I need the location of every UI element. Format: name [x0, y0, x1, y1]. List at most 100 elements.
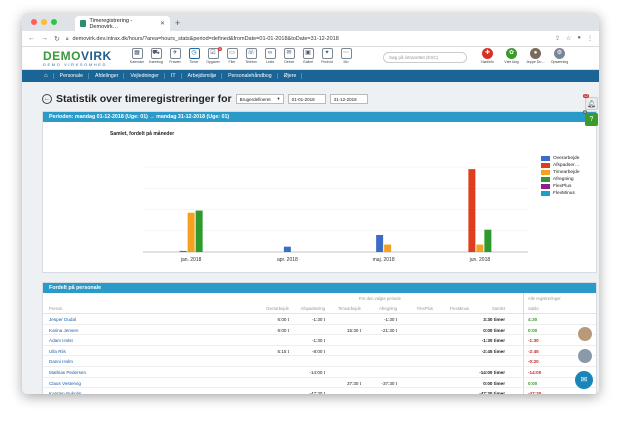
column-header[interactable]: Samlet [491, 306, 505, 311]
bar-timearbejde-3[interactable] [476, 244, 484, 252]
module-debat[interactable]: ✉ Debat [280, 48, 298, 64]
column-header[interactable]: Overarbejde [265, 306, 289, 311]
chevron-down-icon: ▾ [277, 96, 280, 101]
legend-swatch [541, 191, 550, 196]
logo[interactable]: DEMOVIRK DEMO VIRKSOMHED [43, 49, 112, 67]
bar-timearbejde-0[interactable] [187, 212, 195, 252]
profile-icon[interactable]: ● [577, 35, 581, 41]
column-header[interactable]: Timearbejde [337, 306, 361, 311]
chart-area: Samlet, fordelt på måneder jan. 2018 apr.… [43, 122, 596, 272]
legend-label: Afregning [553, 177, 574, 182]
person-link[interactable]: Ulla Riis [49, 348, 66, 354]
chart-legend: Overarbejde Afspadser… Timearbejde Afregnin… [541, 156, 579, 196]
person-link[interactable]: Karina Jensen [49, 327, 79, 333]
person-link[interactable]: Mathias Pedersen [49, 369, 87, 375]
legend-item[interactable]: Afspadser… [541, 163, 579, 168]
header-action-0[interactable]: ✚ Nødinfo [477, 48, 498, 64]
logo-text-a: DEMO [43, 49, 81, 63]
star-icon[interactable]: ☆ [565, 36, 572, 42]
close-tab-icon[interactable]: ✕ [159, 21, 165, 27]
legend-item[interactable]: FlexMinus [541, 191, 579, 196]
group-all-label: Alle registreringer [528, 296, 561, 301]
module-filer[interactable]: ▭ Filer [223, 48, 241, 64]
header-action-1[interactable]: ✿ Vær klog [501, 48, 522, 64]
bar-afregning-0[interactable] [195, 210, 203, 252]
nav-item-arbejdsmiljø[interactable]: Arbejdsmiljø [183, 73, 223, 79]
nav-item-personalehåndbog[interactable]: Personalehåndbog [223, 73, 278, 79]
main-nav: ⌂ Personale Afdelinger Vejledninger IT Arbej… [22, 70, 599, 82]
module-k-rebog[interactable]: ⛟ Kørebog [147, 48, 165, 64]
cell-ov: 6:00 t [277, 317, 290, 322]
column-header[interactable]: FlexMinus [449, 306, 469, 311]
legend-item[interactable]: Overarbejde [541, 156, 579, 161]
person-link[interactable]: Karsten Nykolm [49, 391, 82, 394]
module-links[interactable]: ∞ Links [261, 48, 279, 64]
period-select[interactable]: Brugerdefineret ▾ [235, 94, 284, 104]
nav-item-personale[interactable]: Personale [55, 73, 89, 79]
legend-item[interactable]: Afregning [541, 177, 579, 182]
bell-icon[interactable]: 🔔︎ [585, 97, 598, 110]
cell-ov: 6:00 t [277, 327, 290, 333]
chat-bubble-icon[interactable]: ✉ [575, 371, 593, 389]
person-link[interactable]: Claus Vestervig [49, 380, 81, 386]
legend-item[interactable]: Timearbejde [541, 170, 579, 175]
bar-afspadser-3[interactable] [468, 169, 476, 252]
header-action-2[interactable]: ● Jeppe Du… [525, 48, 546, 64]
person-link[interactable]: Adam Holst [49, 338, 73, 344]
column-header[interactable]: Saldo [528, 306, 539, 311]
to-date-input[interactable]: 31-12-2018 [329, 94, 368, 104]
legend-item[interactable]: FlexPlus [541, 184, 579, 189]
nav-item-vejledninger[interactable]: Vejledninger [125, 73, 165, 79]
module-kalender[interactable]: ▦ Kalender [128, 48, 146, 64]
menu-icon[interactable]: ⋮ [587, 36, 593, 42]
back-circle-icon[interactable]: ← [42, 94, 52, 104]
bar-overarbejde-2[interactable] [376, 235, 384, 252]
column-header[interactable]: FlexPlus [416, 306, 433, 311]
bar-overarbejde-0[interactable] [179, 250, 187, 252]
person-link[interactable]: Danni Holm [49, 359, 73, 365]
help-icon[interactable]: ? [585, 113, 598, 126]
bar-timearbejde-2[interactable] [384, 244, 392, 252]
saldo-value: -1:30 [528, 338, 539, 344]
module-mo[interactable]: ⋯ Mo [337, 48, 355, 64]
home-icon[interactable]: ⌂ [39, 73, 54, 79]
module-frav-r[interactable]: ✈ Fravær [166, 48, 184, 64]
nav-item-øjere[interactable]: Øjere [279, 73, 303, 79]
search-input[interactable]: Søg på intranettet (ESC) [383, 52, 467, 63]
saldo-value: -2:45 [528, 348, 539, 354]
module-opgaver[interactable]: ☑ Opgaver 4 [204, 47, 222, 64]
bar-overarbejde-1[interactable] [283, 246, 291, 252]
maximize-window-button[interactable] [51, 19, 57, 25]
table-body: Jesper Dudal 6:00 t -1:30 t -1:30 t 3:30 tim… [43, 314, 596, 394]
nav-item-afdelinger[interactable]: Afdelinger [90, 73, 125, 79]
close-window-button[interactable] [31, 19, 37, 25]
chart-panel: Perioden: mandag 01-12-2018 (Uge: 01) → … [42, 111, 597, 273]
back-arrow-icon[interactable]: ← [28, 35, 35, 42]
column-header[interactable]: Person [49, 306, 63, 311]
bar-afregning-3[interactable] [484, 229, 492, 252]
module-findvid[interactable]: ✦ Findvid [318, 48, 336, 64]
nav-item-it[interactable]: IT [166, 73, 182, 79]
new-tab-button[interactable]: + [175, 18, 181, 28]
legend-label: FlexPlus [553, 184, 572, 189]
person-link[interactable]: Jesper Dudal [49, 317, 77, 322]
cell-sum: 0:00 timer [483, 327, 505, 333]
share-icon[interactable]: ⇪ [554, 36, 560, 42]
minimize-window-button[interactable] [41, 19, 47, 25]
avatar[interactable] [577, 326, 593, 342]
url-field[interactable]: 🔒︎ demovirk.dev.intrax.dk/hours/?area=ho… [66, 36, 549, 42]
main-content: ← Statistik over timeregistreringer for … [42, 92, 597, 394]
calendar-icon: ▦ [131, 48, 143, 59]
module-telefon[interactable]: ☏ Telefon [242, 48, 260, 64]
module-timer[interactable]: ◷ Timer [185, 48, 203, 64]
module-galleri[interactable]: ▣ Galleri [299, 48, 317, 64]
header-action-3[interactable]: ⚙ Opsætning [549, 48, 570, 64]
column-header[interactable]: Afregning [379, 306, 397, 311]
column-header[interactable]: Afspadsering [300, 306, 325, 311]
browser-tab[interactable]: Timeregistrering - Demovirk… ✕ [75, 16, 170, 31]
avatar[interactable] [577, 348, 593, 364]
table-row: Karina Jensen 6:00 t 15:30 t -21:30 t 0:00 t… [43, 324, 596, 336]
from-date-input[interactable]: 01-01-2018 [287, 94, 326, 104]
forward-arrow-icon[interactable]: → [41, 35, 48, 42]
reload-icon[interactable]: ↻ [54, 35, 60, 43]
